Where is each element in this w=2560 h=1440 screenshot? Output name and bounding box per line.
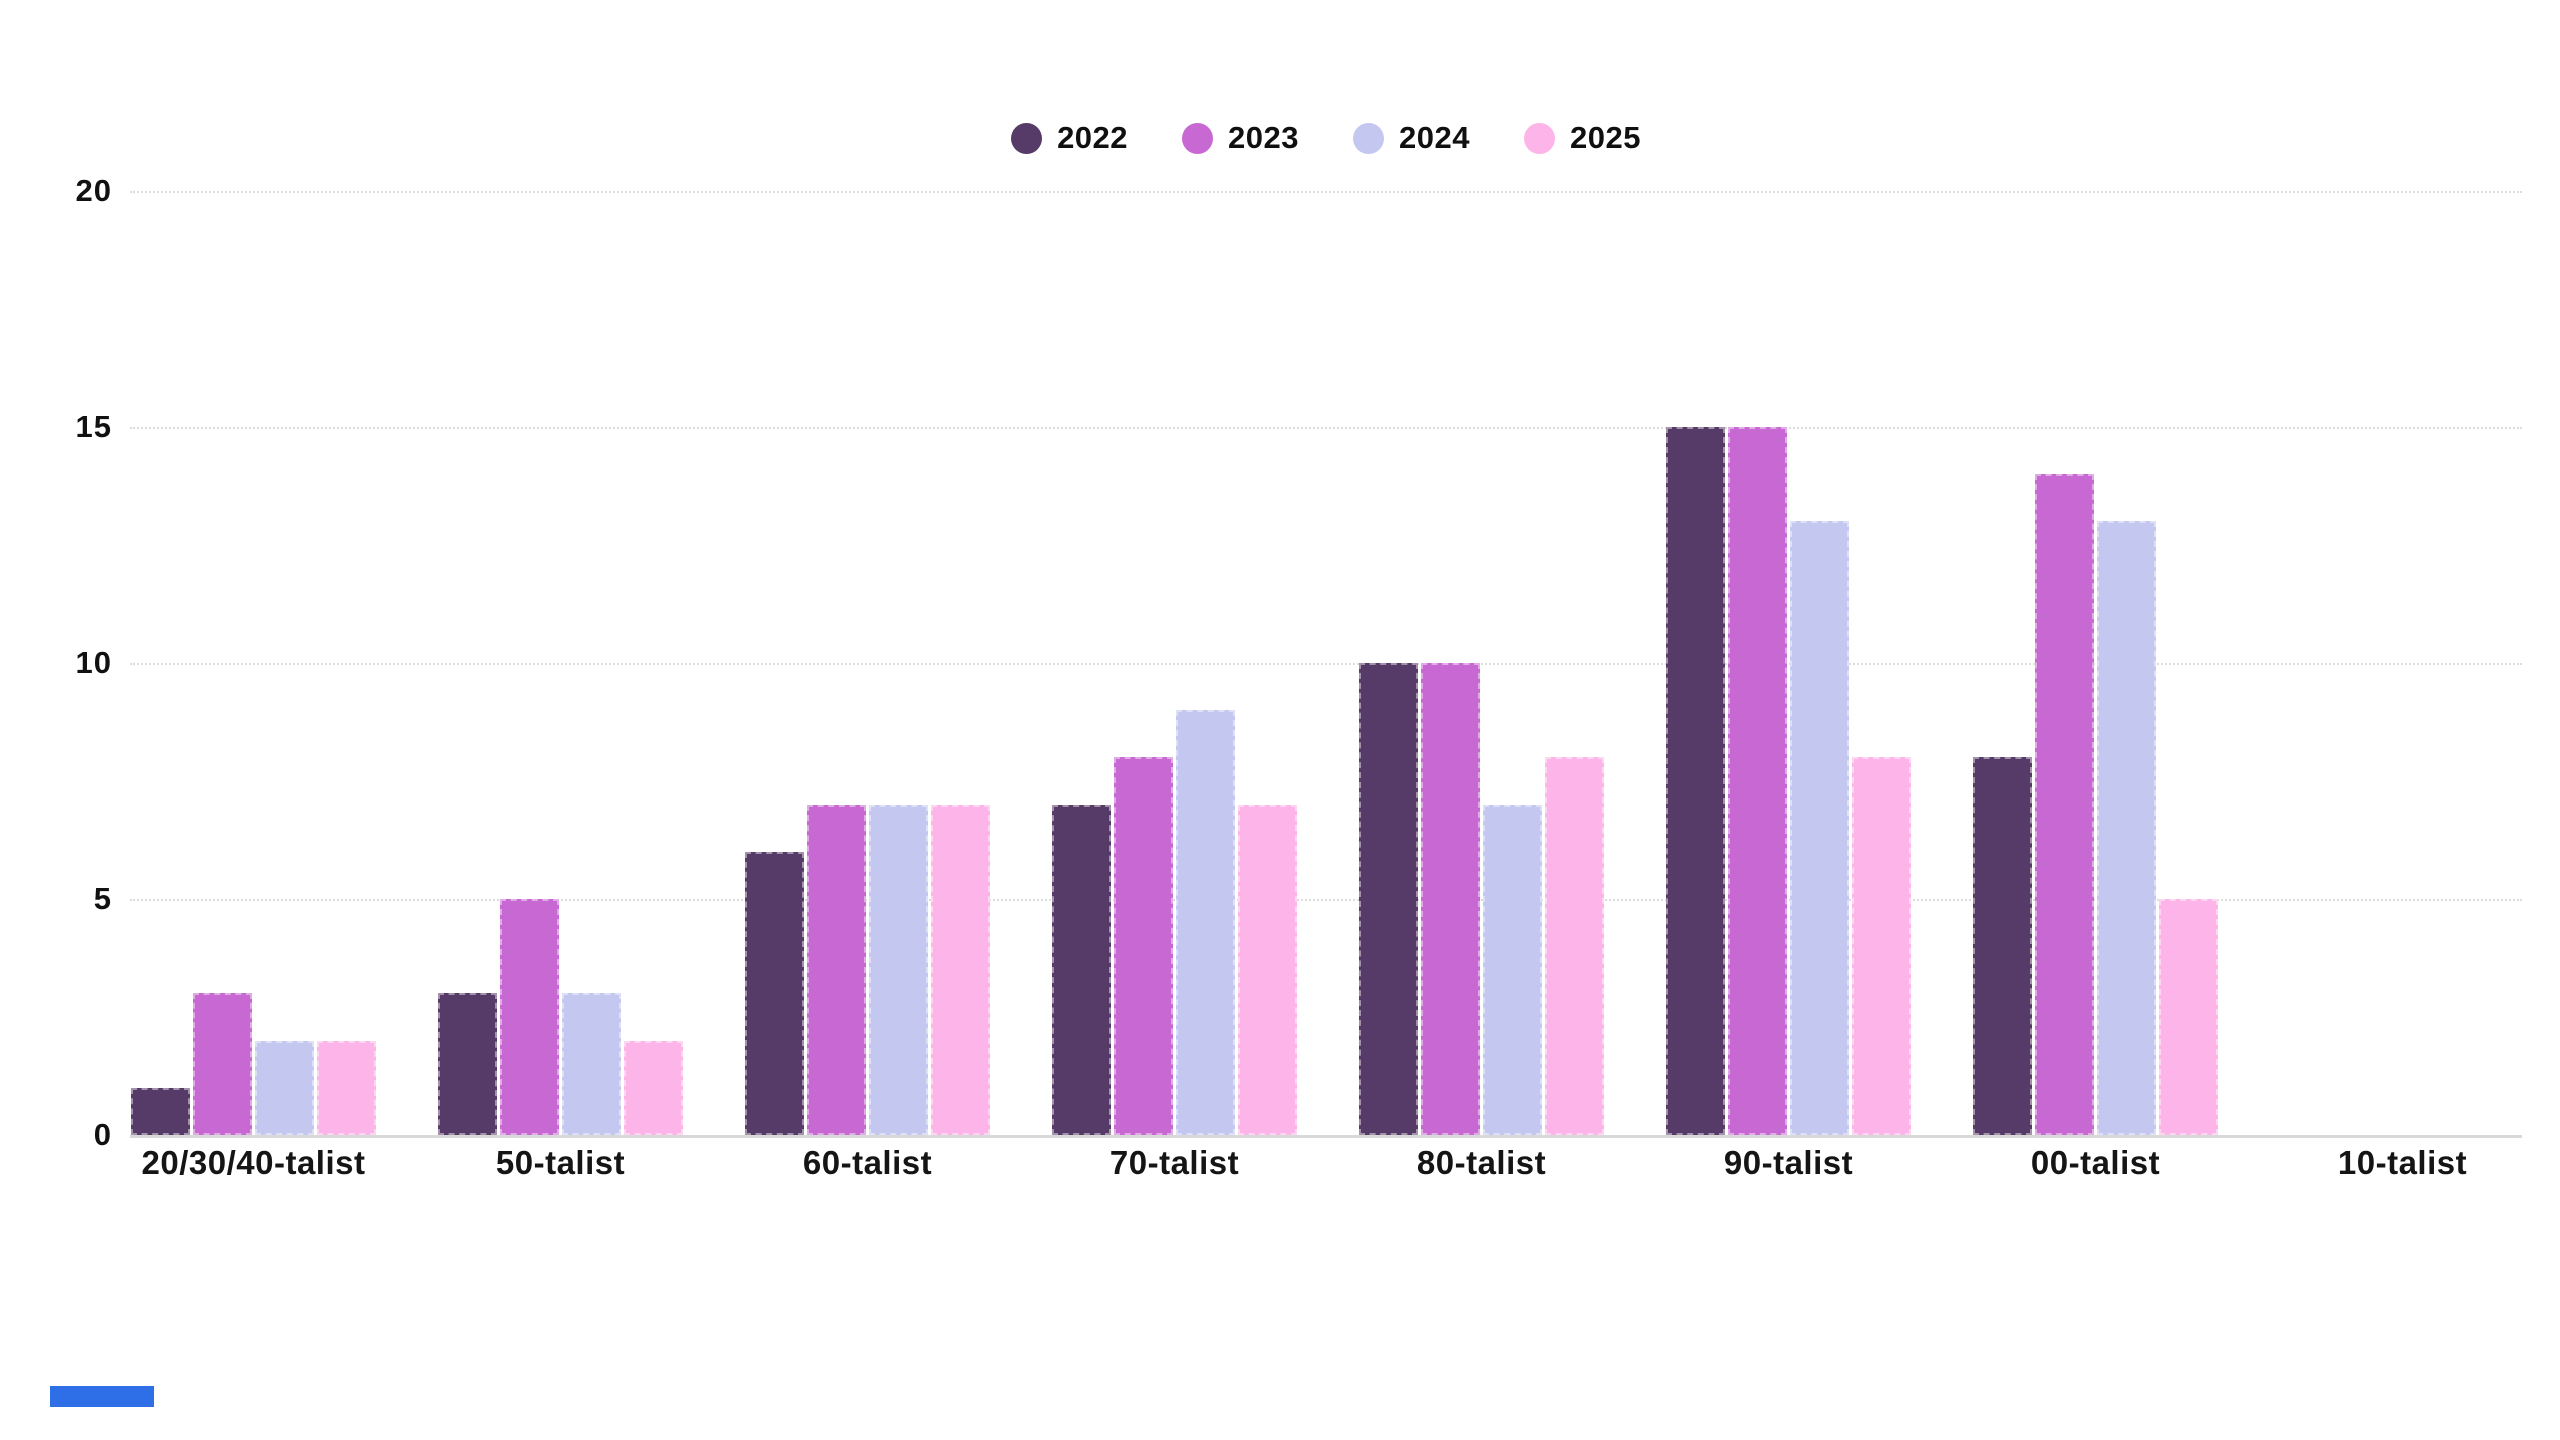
bar-2024-70-talist[interactable] [1176,710,1235,1135]
bar-2024-90-talist[interactable] [1790,521,1849,1135]
y-axis-tick-label: 0 [93,1117,112,1152]
chart-legend: 2022 2023 2024 2025 [130,116,2522,160]
bar-2025-90-talist[interactable] [1852,757,1911,1135]
bar-2022-60-talist[interactable] [745,851,804,1135]
bar-2024-20/30/40-talist[interactable] [255,1040,314,1135]
bar-2025-20/30/40-talist[interactable] [317,1040,376,1135]
bar-2025-50-talist[interactable] [624,1040,683,1135]
bar-2023-70-talist[interactable] [1114,757,1173,1135]
bar-2025-60-talist[interactable] [931,804,990,1135]
x-axis-category-label: 70-talist [1109,1144,1240,1181]
bar-2022-90-talist[interactable] [1666,427,1725,1135]
y-axis-tick-label: 5 [93,881,112,916]
legend-swatch-icon [1011,122,1043,154]
blue-accent-bar [50,1386,154,1407]
legend-item-2023[interactable]: 2023 [1182,120,1299,156]
bar-2023-60-talist[interactable] [807,804,866,1135]
x-axis-category-label: 00-talist [2030,1144,2161,1181]
bar-2025-00-talist[interactable] [2159,899,2218,1135]
legend-label: 2025 [1569,120,1641,155]
bar-2024-50-talist[interactable] [562,993,621,1135]
bar-2023-00-talist[interactable] [2035,474,2094,1135]
legend-item-2024[interactable]: 2024 [1353,120,1470,156]
x-axis-category-label: 50-talist [495,1144,626,1181]
bar-2023-90-talist[interactable] [1728,427,1787,1135]
x-axis-category-label: 80-talist [1416,1144,1547,1181]
bar-2022-50-talist[interactable] [438,993,497,1135]
y-axis-tick-label: 20 [75,173,112,208]
legend-item-2025[interactable]: 2025 [1523,120,1641,156]
bar-2025-70-talist[interactable] [1238,804,1297,1135]
bar-2022-00-talist[interactable] [1973,757,2032,1135]
legend-label: 2022 [1057,120,1129,155]
bar-2023-80-talist[interactable] [1421,663,1480,1135]
bar-2023-20/30/40-talist[interactable] [193,993,252,1135]
legend-label: 2024 [1399,120,1470,155]
gridline-y5 [130,899,2522,901]
bar-2023-50-talist[interactable] [500,899,559,1135]
legend-swatch-icon [1353,122,1384,154]
x-axis-category-label: 20/30/40-talist [141,1144,366,1181]
legend-swatch-icon [1182,122,1214,154]
y-axis-tick-label: 10 [75,645,112,680]
bar-2022-20/30/40-talist[interactable] [131,1087,190,1135]
legend-item-2022[interactable]: 2022 [1011,120,1128,156]
gridline-y20 [130,191,2522,193]
bar-2024-00-talist[interactable] [2097,521,2156,1135]
legend-label: 2023 [1228,120,1299,155]
gridline-y10 [130,663,2522,665]
legend-swatch-icon [1523,122,1555,154]
bar-2025-80-talist[interactable] [1545,757,1604,1135]
x-axis-category-label: 10-talist [2337,1144,2468,1181]
gridline-y15 [130,427,2522,429]
bar-2024-80-talist[interactable] [1483,804,1542,1135]
bar-2022-70-talist[interactable] [1052,804,1111,1135]
bar-2024-60-talist[interactable] [869,804,928,1135]
x-axis-category-label: 60-talist [802,1144,933,1181]
bar-2022-80-talist[interactable] [1359,663,1418,1135]
gridline-y0 [130,1135,2522,1138]
y-axis-tick-label: 15 [75,409,112,444]
x-axis-category-label: 90-talist [1723,1144,1854,1181]
